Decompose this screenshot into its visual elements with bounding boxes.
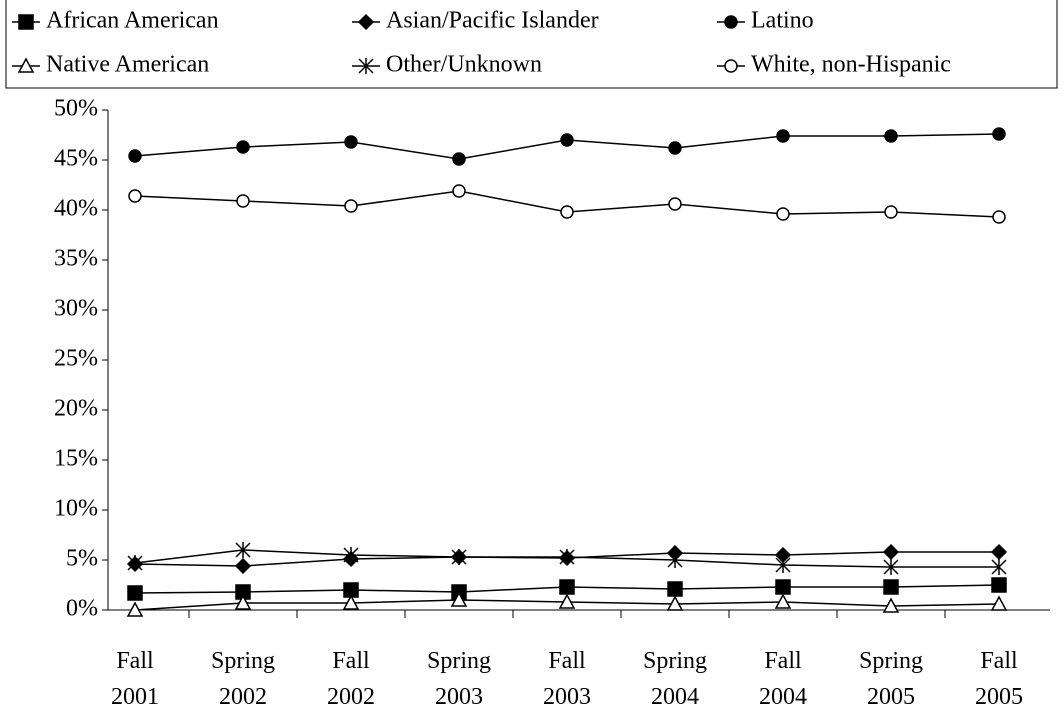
marker: [776, 207, 790, 221]
marker: [990, 595, 1008, 611]
marker: [775, 579, 791, 595]
marker: [342, 594, 360, 610]
legend-box: [5, 0, 1058, 89]
marker: [235, 542, 251, 558]
marker: [882, 543, 900, 561]
marker: [666, 595, 684, 611]
y-tick-label: 10%: [54, 496, 98, 522]
x-tick-label-line: 2003: [435, 684, 483, 710]
x-tick-label-line: Spring: [427, 648, 491, 674]
marker: [234, 557, 252, 575]
marker: [358, 58, 374, 74]
marker: [357, 13, 375, 31]
y-tick-label: 50%: [54, 96, 98, 122]
y-tick-label: 30%: [54, 296, 98, 322]
legend-label: Latino: [751, 8, 814, 34]
marker: [667, 581, 683, 597]
marker: [128, 149, 142, 163]
marker: [990, 543, 1008, 561]
marker: [236, 194, 250, 208]
marker: [18, 14, 34, 30]
x-tick-label-line: 2003: [543, 684, 591, 710]
x-tick-label: Spring 2005: [859, 648, 923, 710]
x-tick-label-line: Fall: [332, 648, 370, 674]
marker: [452, 184, 466, 198]
marker: [882, 597, 900, 613]
x-tick-label-line: Fall: [764, 648, 802, 674]
marker: [668, 197, 682, 211]
marker: [883, 559, 899, 575]
marker: [450, 591, 468, 607]
x-tick-label-line: 2004: [651, 684, 699, 710]
marker: [776, 129, 790, 143]
marker: [559, 579, 575, 595]
x-tick-label: Fall 2003: [543, 648, 591, 710]
legend-label: Other/Unknown: [386, 52, 542, 78]
legend-label: Asian/Pacific Islander: [386, 8, 599, 34]
marker: [724, 59, 738, 73]
marker: [234, 594, 252, 610]
marker: [560, 133, 574, 147]
x-tick-label-line: 2005: [975, 684, 1023, 710]
y-tick-label: 35%: [54, 246, 98, 272]
y-tick-label: 20%: [54, 396, 98, 422]
legend-label: Native American: [46, 52, 209, 78]
x-tick-label-line: 2002: [327, 684, 375, 710]
x-tick-label-line: Spring: [643, 648, 707, 674]
x-tick-label: Spring 2002: [211, 648, 275, 710]
marker: [774, 593, 792, 609]
x-tick-label: Fall 2001: [111, 648, 159, 710]
marker: [883, 579, 899, 595]
legend-label: White, non-Hispanic: [751, 52, 951, 78]
x-tick-label: Fall 2004: [759, 648, 807, 710]
y-tick-label: 40%: [54, 196, 98, 222]
x-tick-label: Spring 2003: [427, 648, 491, 710]
marker: [344, 135, 358, 149]
marker: [667, 552, 683, 568]
marker: [452, 152, 466, 166]
marker: [127, 555, 143, 571]
marker: [236, 140, 250, 154]
marker: [884, 205, 898, 219]
marker: [344, 199, 358, 213]
marker: [992, 127, 1006, 141]
marker: [992, 210, 1006, 224]
marker: [343, 547, 359, 563]
x-tick-label-line: 2002: [219, 684, 267, 710]
marker: [451, 549, 467, 565]
marker: [668, 141, 682, 155]
y-tick-label: 45%: [54, 146, 98, 172]
marker: [560, 205, 574, 219]
marker: [559, 549, 575, 565]
y-tick-label: 25%: [54, 346, 98, 372]
x-tick-label-line: 2005: [867, 684, 915, 710]
marker: [775, 557, 791, 573]
x-tick-label: Fall 2002: [327, 648, 375, 710]
marker: [884, 129, 898, 143]
y-tick-label: 5%: [66, 546, 98, 572]
marker: [17, 57, 35, 73]
x-tick-label: Fall 2005: [975, 648, 1023, 710]
x-tick-label-line: Fall: [980, 648, 1018, 674]
marker: [128, 189, 142, 203]
marker: [558, 593, 576, 609]
y-tick-label: 0%: [66, 596, 98, 622]
legend-label: African American: [46, 8, 219, 34]
marker: [991, 577, 1007, 593]
x-tick-label-line: Fall: [116, 648, 154, 674]
x-tick-label-line: Spring: [211, 648, 275, 674]
x-tick-label: Spring 2004: [643, 648, 707, 710]
x-tick-label-line: 2001: [111, 684, 159, 710]
marker: [126, 601, 144, 617]
y-tick-label: 15%: [54, 446, 98, 472]
x-tick-label-line: Fall: [548, 648, 586, 674]
marker: [127, 585, 143, 601]
x-tick-label-line: 2004: [759, 684, 807, 710]
marker: [724, 15, 738, 29]
x-tick-label-line: Spring: [859, 648, 923, 674]
marker: [991, 559, 1007, 575]
